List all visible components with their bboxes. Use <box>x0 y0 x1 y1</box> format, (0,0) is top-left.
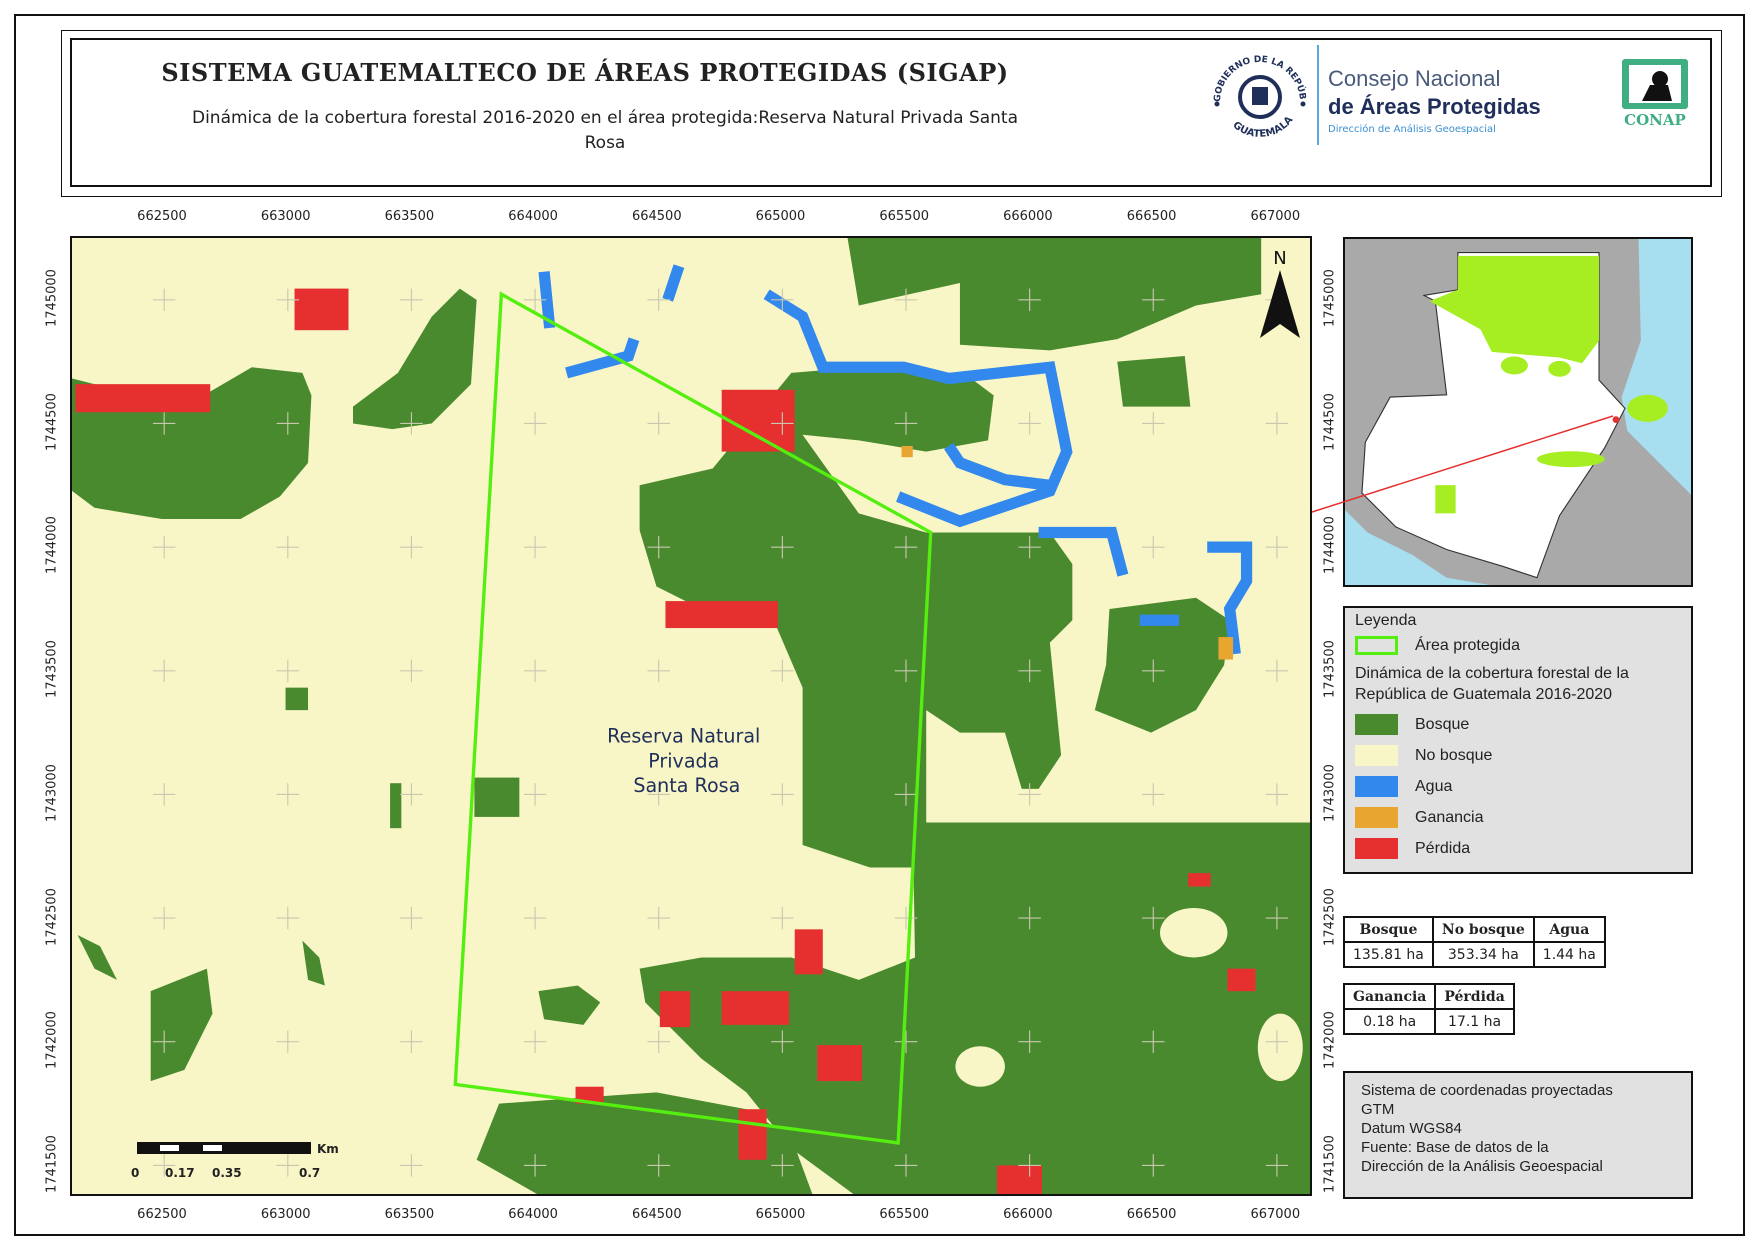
legend-swatch <box>1355 838 1398 859</box>
y-tick-label: 1743000 <box>1322 763 1338 822</box>
legend-item: Ganancia <box>1355 802 1681 833</box>
page-border <box>14 14 1745 1236</box>
info-line: Fuente: Base de datos de la <box>1361 1139 1549 1156</box>
y-tick-label: 1745000 <box>1322 269 1338 327</box>
legend-label: Área protegida <box>1415 636 1520 654</box>
protected-area-boundary[interactable] <box>453 291 933 1145</box>
legend-label: Bosque <box>1415 715 1470 733</box>
svg-text:CONAP: CONAP <box>1624 111 1686 129</box>
legend-subtitle: Dinámica de la cobertura forestal de la … <box>1355 665 1629 703</box>
info-line: Datum WGS84 <box>1361 1120 1462 1137</box>
scale-label: 0.17 <box>165 1166 195 1180</box>
legend-item: Bosque <box>1355 709 1681 740</box>
legend-label: Ganancia <box>1415 808 1484 826</box>
y-tick-label: 1745000 <box>44 269 60 327</box>
legend-label: No bosque <box>1415 746 1493 764</box>
legend-swatch <box>1355 745 1398 766</box>
legend-label: Agua <box>1415 777 1453 795</box>
legend-swatch <box>1355 776 1398 797</box>
map-subtitle: Dinámica de la cobertura forestal 2016-2… <box>191 108 1019 153</box>
legend-swatch <box>1355 714 1398 735</box>
org-name-line3: Dirección de Análisis Geoespacial <box>1328 124 1496 135</box>
guatemala-seal-logo: GOBIERNO DE LA REPÚBLICA GUATEMALA <box>1205 42 1308 140</box>
scale-label: 0.35 <box>212 1166 242 1180</box>
change-stats-table: Ganancia Pérdida 0.18 ha 17.1 ha <box>1342 983 1515 1035</box>
x-tick-label: 665000 <box>755 1207 806 1222</box>
x-tick-label: 662500 <box>137 209 187 224</box>
conap-logo: CONAP <box>1622 59 1688 129</box>
y-tick-label: 1742000 <box>1322 1011 1338 1070</box>
y-tick-label: 1743500 <box>44 640 60 699</box>
x-tick-label: 666000 <box>1003 1207 1053 1222</box>
y-tick-label: 1744000 <box>1322 516 1338 575</box>
legend-item: Pérdida <box>1355 833 1681 864</box>
legend-item: Agua <box>1355 771 1681 802</box>
x-tick-label: 664500 <box>631 1207 682 1222</box>
x-tick-label: 663500 <box>384 209 435 224</box>
y-tick-label: 1743000 <box>44 763 60 822</box>
org-name-line2: de Áreas Protegidas <box>1328 94 1541 119</box>
locator-inset-map <box>1343 237 1693 587</box>
logo-divider <box>1317 45 1319 145</box>
forest-gain-areas <box>901 445 1234 660</box>
legend-swatch <box>1355 807 1398 828</box>
north-arrow-icon: N <box>1260 248 1300 338</box>
x-tick-label: 664500 <box>631 209 682 224</box>
legend-item: No bosque <box>1355 740 1681 771</box>
x-tick-label: 667000 <box>1250 209 1301 224</box>
x-tick-label: 665500 <box>879 209 930 224</box>
x-tick-label: 666500 <box>1126 209 1177 224</box>
grid-crosses <box>152 288 1289 1177</box>
x-tick-label: 662500 <box>137 1207 187 1222</box>
x-tick-label: 663000 <box>260 209 311 224</box>
coverage-stats-table: Bosque No bosque Agua 135.81 ha 353.34 ha 1.… <box>1343 916 1606 968</box>
info-line: GTM <box>1361 1101 1395 1118</box>
main-map[interactable]: Reserva Natural Privada Santa Rosa <box>70 236 1312 1196</box>
org-name-line1: Consejo Nacional <box>1328 66 1501 91</box>
x-tick-label: 663000 <box>260 1207 311 1222</box>
header-frame <box>61 30 1722 197</box>
y-tick-label: 1741500 <box>44 1134 60 1193</box>
y-tick-label: 1744500 <box>44 392 60 451</box>
x-tick-label: 665500 <box>879 1207 930 1222</box>
y-tick-label: 1744000 <box>44 516 60 575</box>
y-tick-label: 1742500 <box>1322 887 1338 946</box>
protected-area-swatch <box>1355 636 1398 655</box>
y-tick-label: 1742000 <box>44 1011 60 1070</box>
x-tick-label: 664000 <box>508 209 558 224</box>
x-tick-label: 666500 <box>1126 1207 1177 1222</box>
svg-text:N: N <box>1273 248 1286 269</box>
scale-label: 0 <box>131 1166 140 1180</box>
legend: Leyenda Área protegida Dinámica de la co… <box>1343 606 1693 874</box>
forest-loss-areas <box>75 288 1256 1194</box>
header-inner-frame <box>70 38 1712 187</box>
legend-item-protected-area: Área protegida <box>1355 630 1681 661</box>
legend-label: Pérdida <box>1415 839 1471 857</box>
scale-unit: Km <box>317 1142 339 1156</box>
y-tick-label: 1743500 <box>1322 640 1338 699</box>
water-bodies <box>538 264 1253 655</box>
x-tick-label: 667000 <box>1250 1207 1301 1222</box>
info-line: Dirección de la Análisis Geoespacial <box>1361 1158 1603 1175</box>
x-tick-label: 666000 <box>1003 209 1053 224</box>
info-line: Sistema de coordenadas proyectadas <box>1361 1082 1613 1099</box>
legend-title: Leyenda <box>1355 612 1417 629</box>
x-tick-label: 664000 <box>508 1207 558 1222</box>
projection-info-box: Sistema de coordenadas proyectadas GTM D… <box>1343 1071 1693 1199</box>
non-forest-clearings <box>955 907 1303 1087</box>
scale-label: 0.7 <box>299 1166 321 1180</box>
forest-areas <box>72 238 1310 1194</box>
land-cover-raster: Reserva Natural Privada Santa Rosa <box>72 238 1310 1194</box>
area-label: Reserva Natural Privada Santa Rosa <box>607 725 766 797</box>
map-title: SISTEMA GUATEMALTECO DE ÁREAS PROTEGIDAS… <box>161 58 1009 87</box>
y-tick-label: 1742500 <box>44 887 60 946</box>
y-tick-label: 1744500 <box>1322 392 1338 451</box>
y-tick-label: 1741500 <box>1322 1134 1338 1193</box>
x-tick-label: 663500 <box>384 1207 435 1222</box>
x-tick-label: 665000 <box>755 209 806 224</box>
